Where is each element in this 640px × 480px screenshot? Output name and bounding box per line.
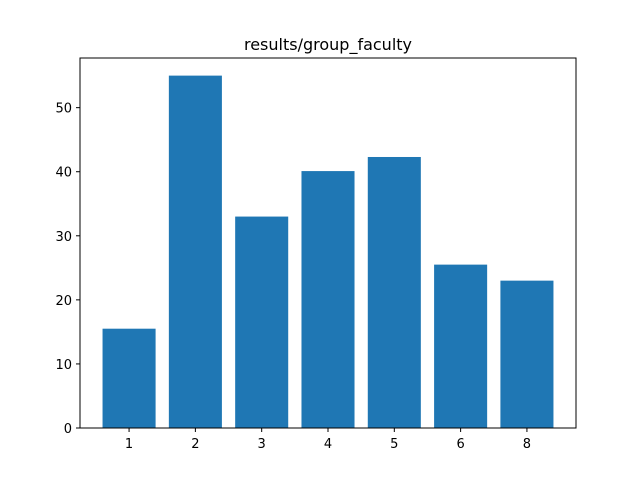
y-tick-label-0: 0 [64,422,72,437]
y-tick-label-50: 50 [55,102,72,117]
x-tick-label-8: 8 [523,437,531,452]
bar-6 [434,264,488,428]
bar-2 [168,75,222,428]
bar-8 [500,280,554,428]
x-tick-label-1: 1 [125,437,133,452]
y-tick-label-30: 30 [55,230,72,245]
chart-title: results/group_faculty [244,35,412,55]
y-tick-label-10: 10 [55,358,72,373]
bar-4 [301,171,355,428]
x-axis-ticks: 1 2 3 4 5 6 8 [125,428,531,452]
bars-group [102,75,554,429]
x-tick-label-2: 2 [191,437,199,452]
y-tick-label-40: 40 [55,166,72,181]
y-tick-label-20: 20 [55,294,72,309]
x-tick-label-5: 5 [390,437,398,452]
bar-5 [367,156,421,429]
x-tick-label-3: 3 [258,437,266,452]
axes-frame [79,57,577,429]
bar-1 [102,328,156,428]
bar-3 [235,216,289,428]
x-tick-label-6: 6 [456,437,464,452]
x-tick-label-4: 4 [324,437,332,452]
y-axis-ticks: 0 10 20 30 40 50 [55,102,80,437]
